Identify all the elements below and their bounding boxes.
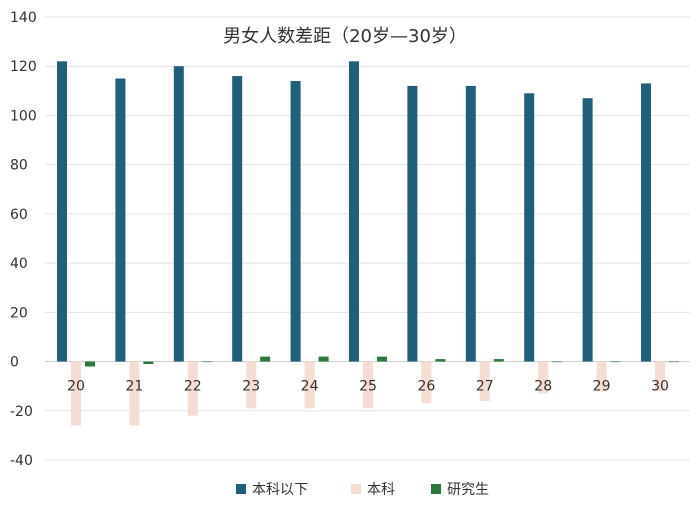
bar-series-2-25	[377, 356, 387, 362]
bar-series-1-30	[655, 361, 665, 392]
bars-layer	[57, 61, 679, 426]
bar-series-0-20	[57, 61, 67, 362]
x-tick-label: 24	[301, 379, 319, 395]
x-tick-label: 28	[534, 379, 552, 395]
bar-series-1-29	[596, 361, 607, 392]
legend-label: 研究生	[447, 482, 489, 498]
bar-series-0-30	[641, 83, 651, 362]
x-tick-label: 22	[184, 379, 202, 395]
bar-series-0-28	[524, 93, 535, 362]
chart-title: 男女人数差距（20岁—30岁）	[223, 26, 467, 47]
y-tick-label: 40	[10, 256, 28, 272]
bar-series-2-28	[552, 361, 563, 363]
legend-label: 本科以下	[252, 482, 308, 498]
bar-series-1-26	[421, 361, 432, 404]
bar-series-1-27	[479, 361, 490, 401]
x-tick-label: 20	[67, 379, 85, 395]
y-tick-label: 20	[10, 305, 28, 321]
legend-swatch	[236, 484, 246, 494]
bar-series-0-23	[232, 76, 243, 362]
bar-series-1-25	[363, 361, 373, 409]
bar-series-1-23	[246, 361, 257, 409]
bar-series-2-27	[493, 359, 504, 362]
y-tick-label: 80	[10, 158, 28, 174]
bar-series-0-24	[290, 80, 301, 362]
bar-series-2-20	[85, 361, 95, 367]
bar-series-2-26	[435, 359, 446, 362]
bar-series-1-22	[187, 361, 198, 416]
bar-series-1-24	[304, 361, 315, 409]
bar-series-1-21	[129, 361, 140, 426]
x-tick-label: 25	[359, 379, 377, 395]
bar-series-2-22	[201, 361, 212, 363]
y-tick-label: 140	[10, 10, 37, 26]
bar-series-0-29	[582, 98, 593, 362]
x-tick-label: 21	[125, 379, 143, 395]
bar-series-2-30	[669, 361, 679, 363]
y-tick-label: -40	[10, 453, 33, 469]
bar-series-0-26	[407, 85, 418, 362]
bar-series-1-28	[538, 361, 549, 394]
bar-series-2-29	[610, 361, 621, 363]
y-axis-ticks: 140 120 100 80 60 40 20 0 -20 -40	[10, 10, 37, 469]
x-tick-label: 26	[417, 379, 435, 395]
x-tick-label: 27	[476, 379, 494, 395]
bar-series-1-20	[71, 361, 81, 426]
bar-series-0-27	[465, 85, 476, 362]
y-tick-label: 60	[10, 207, 28, 223]
grid-layer	[45, 16, 690, 461]
legend-swatch	[351, 484, 361, 494]
bar-series-2-24	[318, 356, 329, 362]
x-axis-ticks: 20 21 22 23 24 25 26 27 28 29 30	[67, 379, 669, 395]
bar-series-0-25	[349, 61, 359, 362]
y-tick-label: 100	[10, 108, 37, 124]
y-tick-label: -20	[10, 404, 33, 420]
x-tick-label: 23	[242, 379, 260, 395]
bar-series-0-21	[115, 78, 126, 362]
bar-series-2-23	[260, 356, 271, 362]
x-tick-label: 29	[593, 379, 611, 395]
legend-label: 本科	[367, 482, 395, 498]
bar-series-0-22	[173, 66, 184, 362]
y-tick-label: 120	[10, 59, 37, 75]
x-tick-label: 30	[651, 379, 669, 395]
y-tick-label: 0	[10, 355, 19, 371]
bar-series-2-21	[143, 361, 154, 365]
legend: 本科以下 本科 研究生	[236, 482, 489, 498]
legend-swatch	[431, 484, 441, 494]
